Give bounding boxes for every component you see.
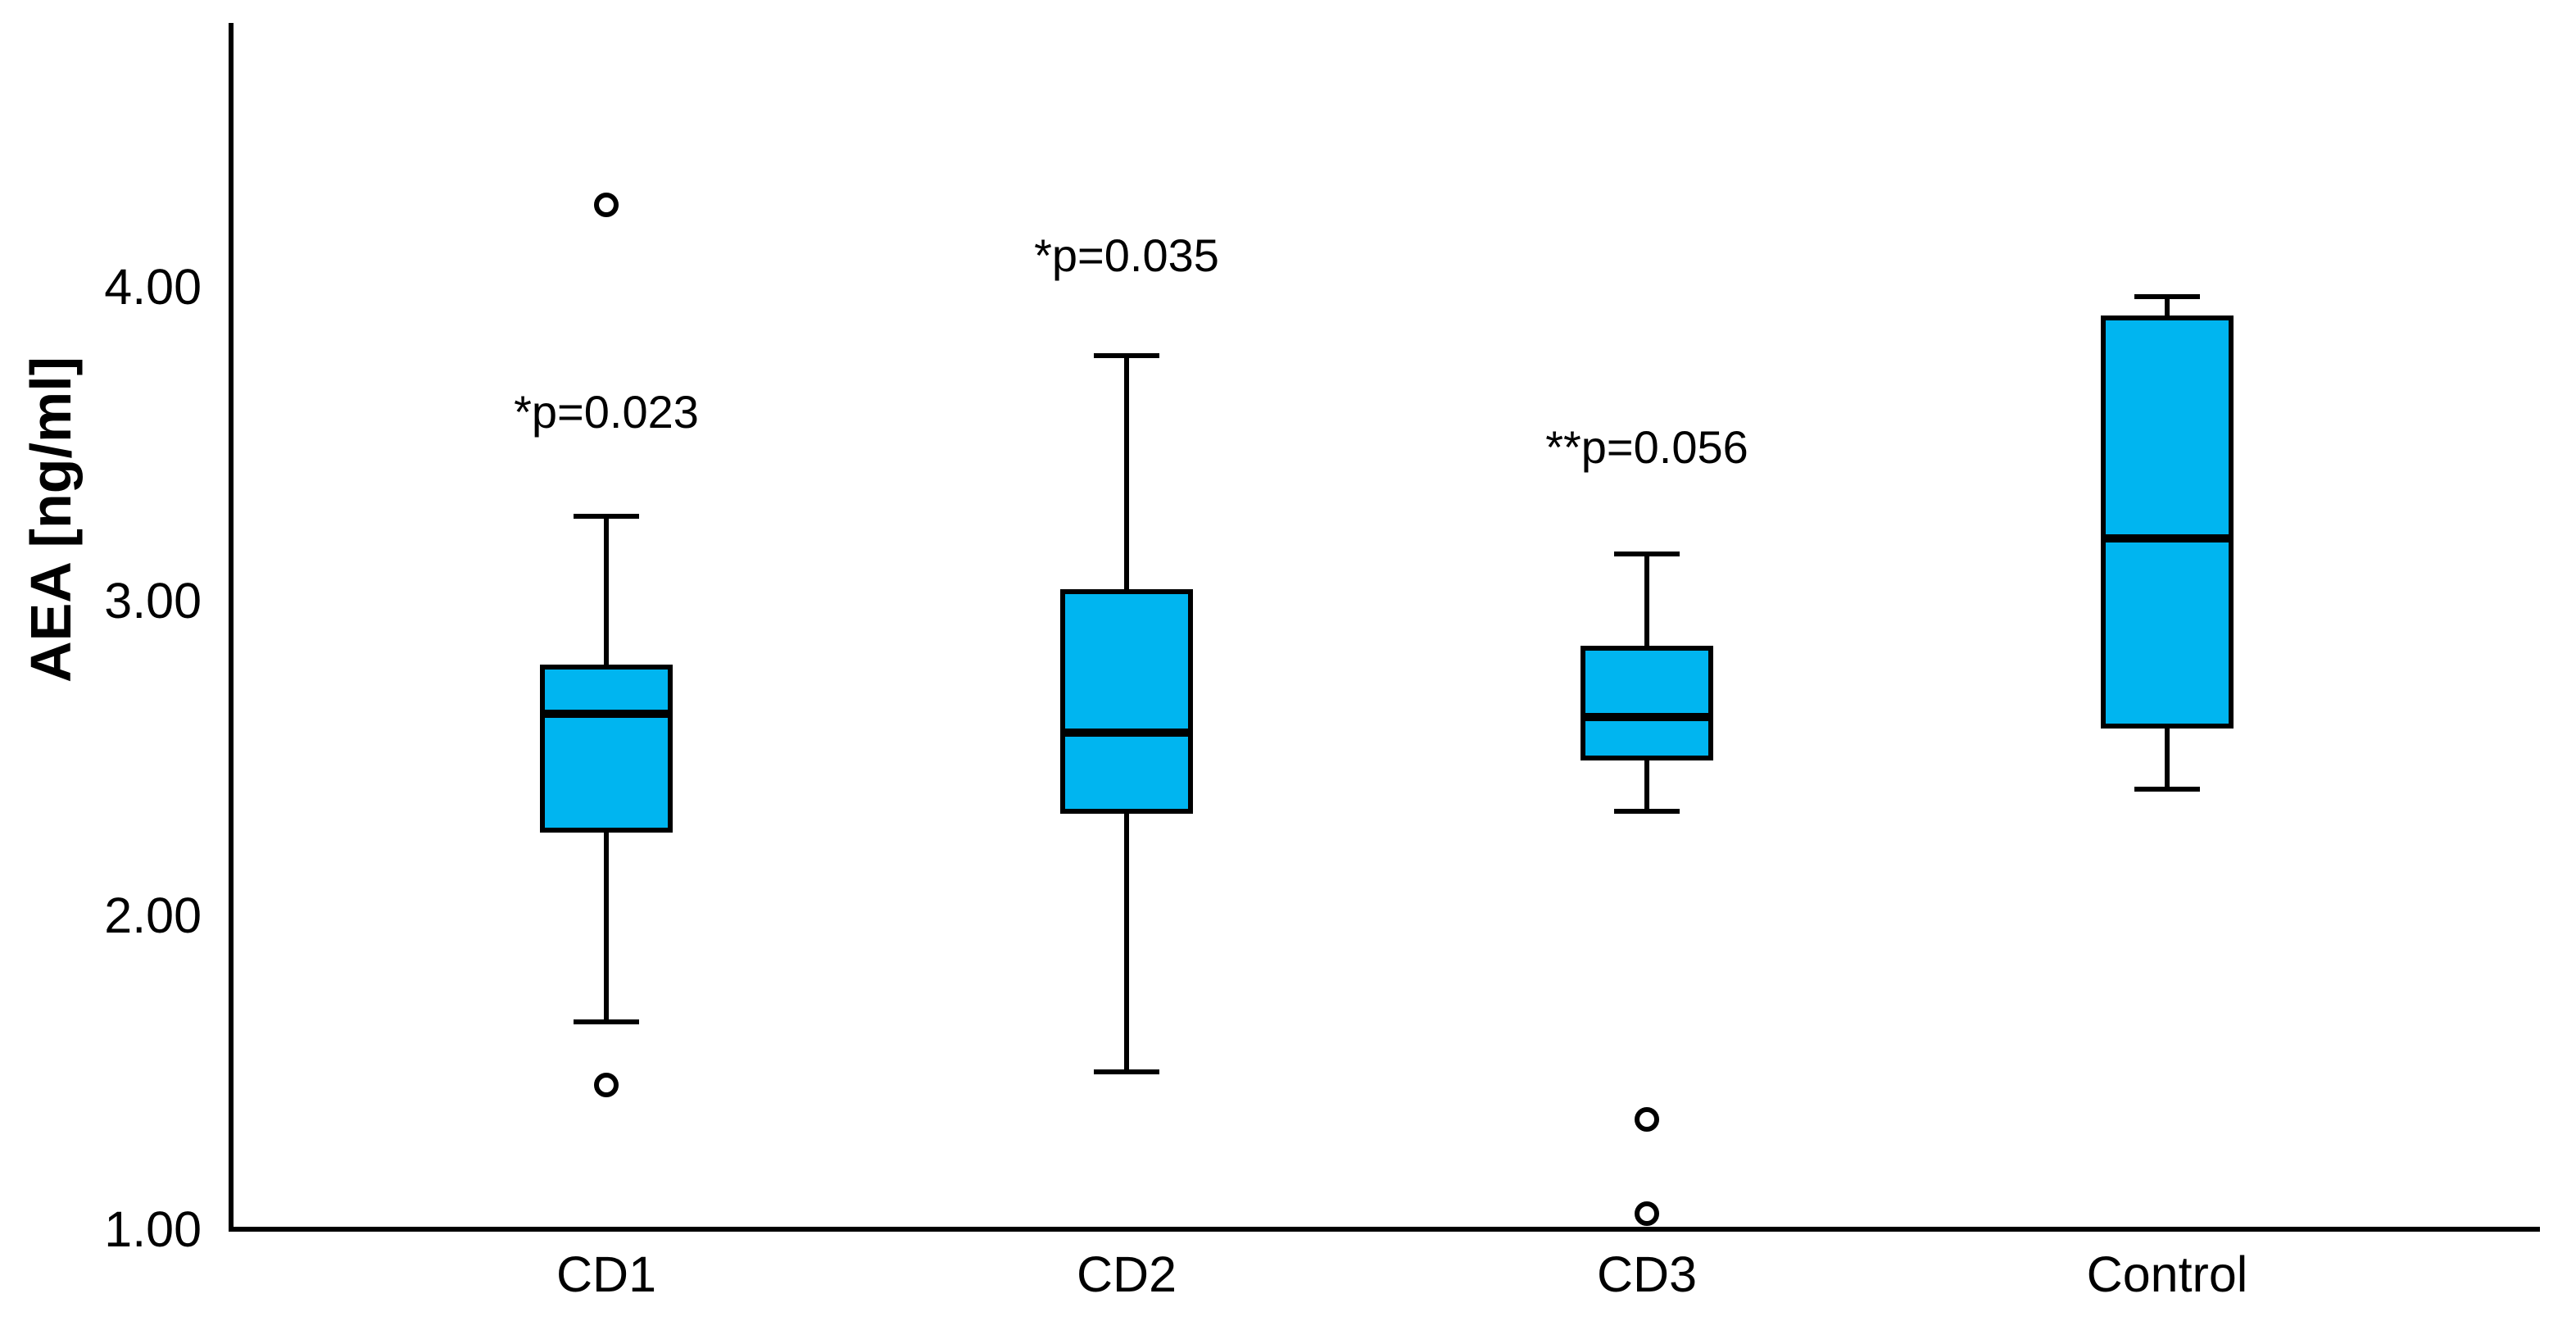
whisker-cap-top — [1614, 552, 1680, 556]
whisker-cap-top — [574, 514, 639, 519]
outlier-point — [1635, 1201, 1659, 1226]
x-label-CD1: CD1 — [556, 1246, 657, 1302]
whisker-cap-bottom — [2134, 787, 2200, 792]
box-CD2 — [1060, 589, 1193, 814]
whisker-cap-top — [1094, 353, 1159, 358]
median-line — [1060, 729, 1193, 737]
whisker-cap-bottom — [574, 1019, 639, 1024]
outlier-point — [594, 193, 619, 217]
x-label-Control: Control — [2086, 1246, 2248, 1302]
y-axis-line — [229, 23, 234, 1232]
y-axis-title: AEA [ng/ml] — [19, 356, 83, 683]
median-line — [1581, 713, 1713, 721]
y-tick-label: 4.00 — [104, 259, 202, 315]
whisker-cap-top — [2134, 294, 2200, 299]
median-line — [2101, 534, 2234, 542]
x-label-CD3: CD3 — [1596, 1246, 1698, 1302]
x-label-CD2: CD2 — [1076, 1246, 1177, 1302]
outlier-point — [1635, 1107, 1659, 1132]
p-value-annotation: *p=0.023 — [514, 386, 699, 438]
median-line — [540, 710, 673, 718]
y-tick-label: 3.00 — [104, 573, 202, 629]
p-value-annotation: **p=0.056 — [1545, 421, 1748, 473]
box-CD1 — [540, 665, 673, 833]
whisker-cap-bottom — [1094, 1069, 1159, 1074]
y-tick-label: 1.00 — [104, 1201, 202, 1257]
p-value-annotation: *p=0.035 — [1034, 229, 1219, 281]
whisker-cap-bottom — [1614, 809, 1680, 814]
x-axis-line — [229, 1227, 2540, 1232]
y-tick-label: 2.00 — [104, 887, 202, 943]
box-Control — [2101, 315, 2234, 729]
box-CD3 — [1581, 646, 1713, 760]
outlier-point — [594, 1073, 619, 1097]
